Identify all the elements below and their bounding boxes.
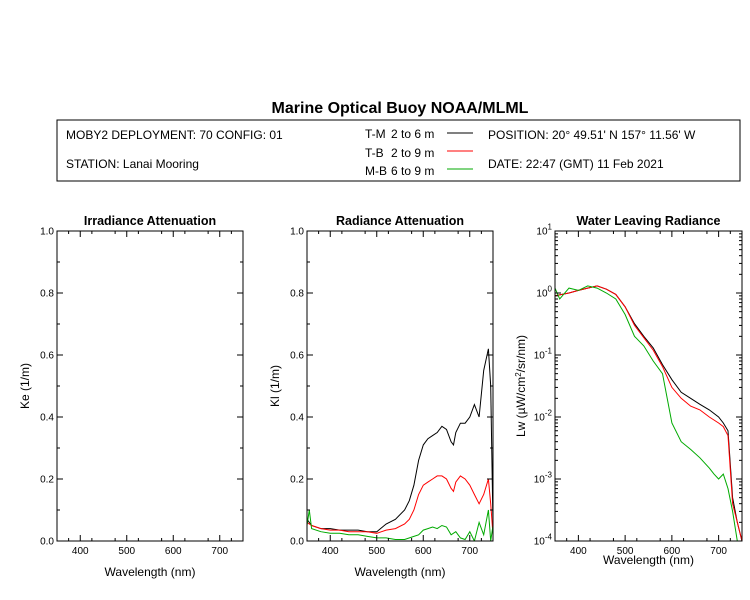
legend-key-mb: M-B [365,164,387,178]
x-tick-label: 500 [617,546,634,557]
x-tick-label: 500 [368,546,385,557]
legend-range-tb: 2 to 9 m [391,146,434,160]
series-t-m-line [307,348,493,533]
legend-range-mb: 6 to 9 m [391,164,434,178]
date-label: DATE: 22:47 (GMT) 11 Feb 2021 [488,157,664,171]
x-tick-label: 700 [211,546,228,557]
legend-range-tm: 2 to 6 m [391,127,434,141]
panel-3: Water Leaving Radiance 400 500 600 700 10-4 10… [514,214,743,567]
y-tick-label: 0.0 [40,537,54,548]
x-tick-label: 700 [710,546,727,557]
series-t-m-line [555,285,742,541]
legend-key-tm: T-M [365,127,386,141]
x-tick-label: 400 [72,546,89,557]
panel-2: Radiance Attenuation 400 500 600 700 0.0 0.2 0.… [268,214,494,579]
y-tick-label: 0.8 [290,289,304,300]
x-tick-label: 600 [415,546,432,557]
x-tick-label: 500 [118,546,135,557]
y-tick-label: 10-4 [534,533,553,548]
x-axis-label: Wavelength (nm) [105,565,196,579]
x-tick-label: 600 [165,546,182,557]
header-box: MOBY2 DEPLOYMENT: 70 CONFIG: 01 STATION:… [56,119,741,182]
y-tick-label: 101 [536,223,552,238]
y-tick-label: 10-2 [534,409,553,424]
series-m-b-line [307,509,493,541]
y-tick-label: 10-3 [534,471,553,486]
y-tick-label: 0.8 [40,289,54,300]
x-tick-label: 700 [461,546,478,557]
y-tick-label: 0.2 [290,475,304,486]
panel-title: Water Leaving Radiance [576,214,720,228]
figure-title: Marine Optical Buoy NOAA/MLML [272,100,529,117]
legend-key-tb: T-B [365,146,384,160]
plot-frame [554,230,743,542]
position-label: POSITION: 20° 49.51' N 157° 11.56' W [488,128,696,142]
y-tick-label: 0.6 [290,351,304,362]
y-tick-label: 0.4 [290,413,304,424]
legend: T-M 2 to 6 m T-B 2 to 9 m M-B 6 to 9 m [365,127,473,178]
x-tick-label: 400 [322,546,339,557]
y-tick-label: 1.0 [290,227,304,238]
y-tick-label: 1.0 [40,227,54,238]
x-tick-label: 600 [664,546,681,557]
deployment-label: MOBY2 DEPLOYMENT: 70 CONFIG: 01 [66,128,283,142]
series-t-b-line [307,475,493,535]
x-axis-label: Wavelength (nm) [355,565,446,579]
y-tick-label: 0.0 [290,537,304,548]
panel-title: Radiance Attenuation [336,214,464,228]
y-tick-label: 0.2 [40,475,54,486]
panel-1: Irradiance Attenuation 400 500 600 700 0.0 0.2… [18,214,244,579]
header-frame [56,119,741,182]
y-tick-label: 10-1 [534,347,553,362]
x-tick-label: 400 [570,546,587,557]
y-tick-label: 100 [536,285,552,300]
y-axis-label: Lw (µW/cm2/sr/nm) [514,335,528,437]
y-tick-label: 0.6 [40,351,54,362]
y-axis-label: Ke (1/m) [18,363,32,409]
plot-frame [306,230,494,542]
panels: Irradiance Attenuation 400 500 600 700 0.0 0.2… [18,214,743,579]
x-axis-label: Wavelength (nm) [603,553,694,567]
y-axis-label: Kl (1/m) [268,365,282,407]
plot-frame [56,230,244,542]
panel-title: Irradiance Attenuation [84,214,216,228]
station-label: STATION: Lanai Mooring [66,157,199,171]
series-t-b-line [555,285,742,541]
y-tick-label: 0.4 [40,413,54,424]
series-m-b-line [555,285,742,541]
